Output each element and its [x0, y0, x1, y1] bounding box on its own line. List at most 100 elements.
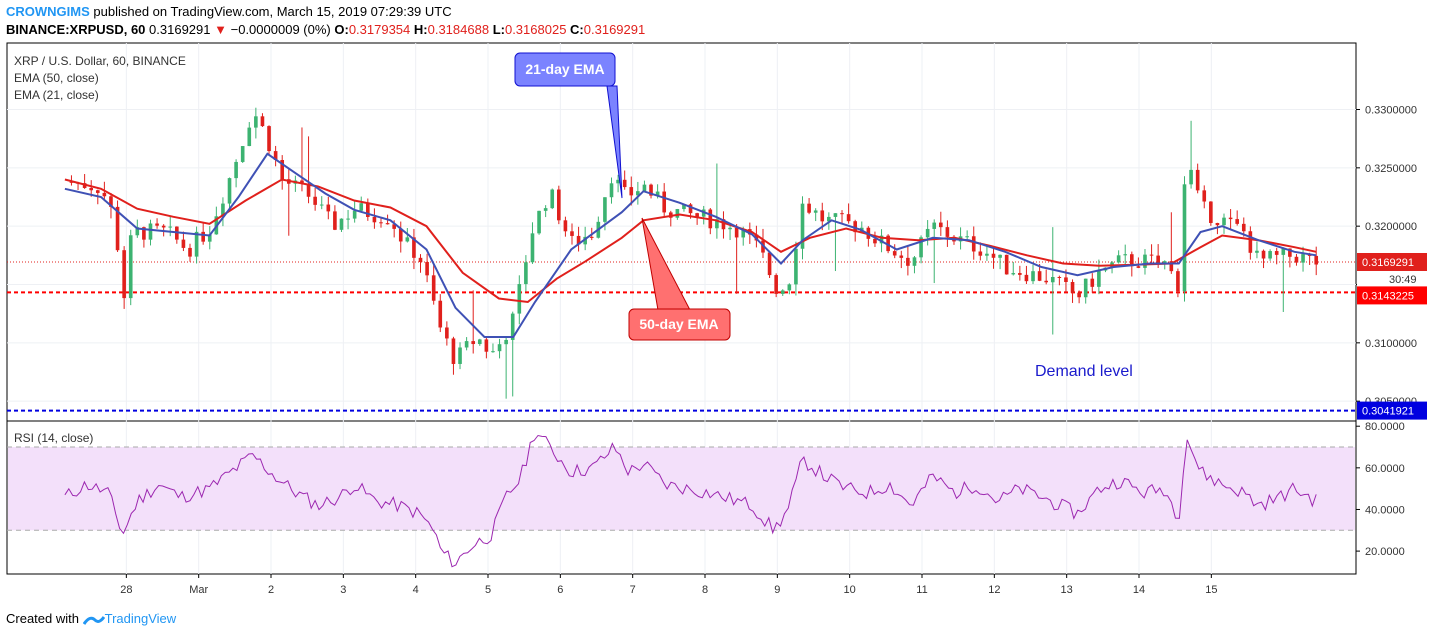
candle-body: [675, 209, 680, 218]
ema-lines: [64, 152, 1317, 338]
candle-body: [477, 339, 482, 345]
candle-body: [524, 262, 528, 285]
price-axis[interactable]: 0.30500000.31000000.31500000.32000000.32…: [1356, 105, 1417, 559]
candle-body: [932, 222, 937, 229]
last-price-tag-bg: [1357, 252, 1427, 271]
candle-body: [451, 338, 456, 364]
candle-body: [155, 223, 159, 226]
candle-body: [807, 203, 811, 213]
x-tick-label: 4: [413, 584, 419, 596]
candle-body: [1176, 271, 1180, 292]
x-tick-label: 8: [702, 584, 708, 596]
candle-body: [971, 236, 976, 252]
candle-body: [398, 228, 403, 242]
candle-body: [589, 236, 594, 238]
candle-body: [985, 253, 989, 256]
candle-body: [95, 190, 100, 193]
ema50-callout-label: 50-day EMA: [639, 316, 718, 332]
candle-body: [1090, 278, 1095, 287]
candle-body: [622, 179, 627, 188]
candle-body: [471, 341, 476, 345]
candle-body: [991, 253, 996, 258]
low-label: L:: [492, 22, 505, 37]
candle-body: [919, 237, 923, 258]
ema21-line: [64, 152, 1317, 338]
candle-body: [273, 151, 278, 161]
candle-body: [69, 181, 74, 183]
y-tick-label: 0.3300000: [1365, 105, 1417, 117]
candle-body: [1288, 248, 1292, 257]
candle-body: [1182, 184, 1187, 292]
candle-body: [313, 196, 317, 205]
time-axis[interactable]: 28 Mar 2 3 4 5 6 7 8 9 10 11 12 13 14 15: [120, 574, 1217, 596]
candle-body: [853, 221, 858, 233]
candle-body: [1024, 274, 1029, 282]
close-value: 0.3169291: [583, 22, 646, 37]
candle-body: [1222, 217, 1226, 226]
y-tick-label: 0.3100000: [1365, 338, 1417, 350]
candle-body: [530, 233, 535, 263]
legend-ema21: EMA (21, close): [14, 88, 99, 102]
candle-body: [1294, 256, 1299, 263]
candle-body: [1241, 223, 1246, 232]
candle-body: [787, 284, 792, 291]
candle-body: [1169, 261, 1174, 272]
candle-body: [846, 214, 851, 222]
candle-body: [886, 235, 890, 252]
candle-body: [906, 257, 910, 266]
candle-body: [221, 203, 225, 217]
candle-body: [1162, 261, 1167, 263]
candle-body: [1314, 255, 1319, 265]
candle-body: [873, 238, 877, 244]
candle-body: [392, 224, 396, 229]
y-tick-label: 0.3200000: [1365, 221, 1417, 233]
x-tick-label: 12: [988, 584, 1000, 596]
x-tick-label: 3: [340, 584, 346, 596]
candle-body: [636, 191, 640, 196]
x-tick-label: Mar: [189, 584, 208, 596]
candle-body: [115, 206, 120, 251]
price-tags: 0.3169291 30:49 0.3143225 0.3041921: [1357, 252, 1427, 420]
candle-body: [333, 211, 337, 230]
candle-body: [550, 189, 555, 209]
candle-body: [240, 146, 245, 162]
candle-body: [464, 341, 469, 348]
candle-body: [688, 204, 693, 214]
candle-body: [148, 223, 153, 240]
candle-body: [458, 347, 462, 364]
candle-body: [142, 227, 146, 240]
candle-body: [1004, 254, 1009, 275]
demand-level-label: Demand level: [1035, 363, 1133, 380]
chart-title: XRP / U.S. Dollar, 60, BINANCE: [14, 54, 186, 68]
candle-body: [1195, 169, 1200, 191]
symbol-name: BINANCE:XRPUSD, 60: [6, 22, 146, 37]
author-name[interactable]: CROWNGIMS: [6, 4, 90, 19]
candle-body: [774, 275, 778, 294]
rsi-tick-label: 20.0000: [1365, 546, 1405, 558]
x-tick-label: 9: [774, 584, 780, 596]
candle-body: [405, 237, 410, 242]
rsi-tick-label: 60.0000: [1365, 463, 1405, 475]
candle-body: [260, 116, 265, 127]
tradingview-brand[interactable]: TradingView: [104, 611, 177, 626]
candle-body: [300, 180, 304, 184]
candle-body: [537, 210, 541, 234]
candle-body: [609, 183, 614, 198]
candle-body: [563, 220, 568, 232]
candle-body: [1281, 248, 1286, 255]
candle-body: [662, 191, 667, 213]
candle-body: [366, 203, 370, 217]
candle-body: [1018, 273, 1022, 275]
candle-body: [629, 187, 634, 196]
candle-body: [431, 275, 436, 301]
x-tick-label: 5: [485, 584, 491, 596]
candle-body: [543, 208, 548, 211]
candle-body: [741, 229, 746, 238]
candle-body: [642, 184, 647, 192]
candle-body: [194, 231, 199, 257]
candle-body: [833, 213, 838, 217]
candle-body: [102, 192, 107, 197]
candle-body: [583, 236, 587, 245]
candle-body: [800, 203, 805, 249]
